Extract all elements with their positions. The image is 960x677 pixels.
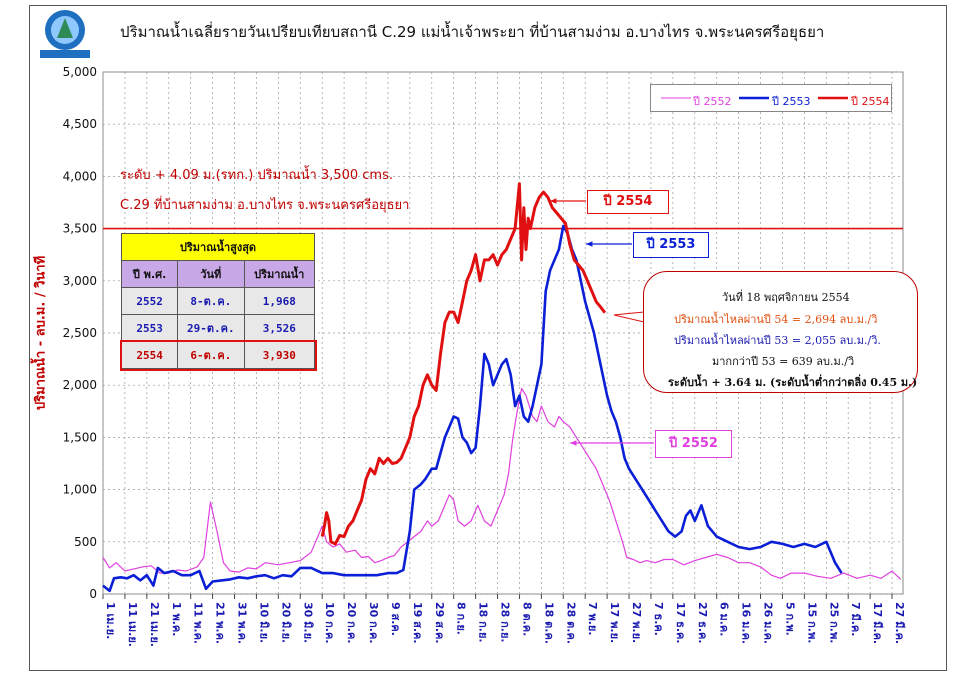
logo-emblem-icon [40, 10, 90, 58]
x-tick-label: 5 ก.พ. [783, 602, 796, 636]
x-tick-label: 10 ก.ค. [323, 602, 336, 644]
x-tick-label: 7 ธ.ค. [652, 602, 665, 636]
x-tick-label: 7 มี.ค. [849, 602, 862, 636]
max-table-header-date: วันที่ [177, 260, 245, 288]
x-tick-label: 25 ก.พ. [827, 602, 840, 643]
x-tick-label: 20 ก.ค. [345, 602, 358, 644]
y-tick-label: 2,000 [63, 378, 97, 392]
x-tick-label: 10 มิ.ย. [257, 602, 270, 643]
x-tick-label: 30 มิ.ย. [301, 602, 314, 643]
callout-2554-arrow-head [550, 198, 557, 204]
y-axis-label: ปริมาณน้ำ - ลบ.ม. / วินาที [33, 255, 49, 411]
x-tick-label: 27 มี.ค. [893, 602, 906, 644]
max-table-header-year: ปี พ.ศ. [120, 260, 179, 288]
x-tick-label: 27 พ.ย. [630, 602, 643, 643]
x-tick-label: 1 พ.ค. [170, 602, 183, 636]
y-tick-label: 4,000 [63, 169, 97, 183]
x-tick-label: 11 เม.ย. [126, 602, 139, 647]
legend-lines [661, 96, 848, 100]
series-2553-line [102, 224, 843, 593]
legend-2554: ปี 2554 [851, 95, 890, 108]
info-diff: มากกว่าปี 53 = 639 ลบ.ม./วิ [712, 355, 855, 368]
x-tick-label: 21 พ.ค. [214, 602, 227, 644]
info-box: วันที่ 18 พฤศจิกายน 2554 ปริมาณน้ำไหลผ่า… [643, 271, 918, 393]
max-table-header-flow: ปริมาณน้ำ [243, 260, 316, 288]
callout-2552-arrow-head [570, 440, 577, 446]
level-note: ระดับ + 4.09 ม.(รทก.) ปริมาณน้ำ 3,500 cm… [120, 168, 393, 183]
x-tick-label: 16 ม.ค. [740, 602, 753, 644]
legend: ปี 2552 ปี 2553 ปี 2554 [650, 84, 892, 112]
callout-2553-arrow-head [586, 241, 593, 247]
x-tick-label: 17 พ.ย. [608, 602, 621, 643]
max-flow-table: ปริมาณน้ำสูงสุด ปี พ.ศ. วันที่ ปริมาณน้ำ… [119, 233, 317, 371]
info-date: วันที่ 18 พฤศจิกายน 2554 [722, 291, 850, 304]
x-tick-label: 9 ส.ค. [389, 602, 402, 636]
table-row: 2553 29-ต.ค. 3,526 [120, 314, 316, 342]
x-tick-label: 11 พ.ค. [192, 602, 205, 644]
station-note: C.29 ที่บ้านสามง่าม อ.บางไทร จ.พระนครศรี… [120, 198, 410, 213]
callout-2553: ปี 2553 [633, 232, 709, 258]
x-tick-label: 18 ต.ค. [542, 602, 555, 644]
x-tick-label: 7 พ.ย. [586, 602, 599, 636]
x-tick-label: 21 เม.ย. [148, 602, 161, 647]
series-2554-line [320, 182, 607, 546]
x-tick-label: 30 ก.ค. [367, 602, 380, 644]
y-tick-label: 3,500 [63, 222, 97, 236]
y-tick-label: 0 [89, 587, 97, 601]
legend-2552: ปี 2552 [693, 95, 732, 108]
info-flow-53: ปริมาณน้ำไหลผ่านปี 53 = 2,055 ลบ.ม./วิ. [674, 334, 881, 347]
y-tick-label: 2,500 [63, 326, 97, 340]
info-flow-54: ปริมาณน้ำไหลผ่านปี 54 = 2,694 ลบ.ม./วิ [674, 313, 878, 326]
chart-title: ปริมาณน้ำเฉลี่ยรายวันเปรียบเทียบสถานี C.… [120, 23, 825, 41]
y-tick-label: 4,500 [63, 117, 97, 131]
row-2553-flow: 3,526 [243, 314, 316, 342]
table-row: 2554 6-ต.ค. 3,930 [119, 339, 317, 371]
x-tick-label: 18 ก.ย. [477, 602, 490, 643]
y-tick-label: 3,000 [63, 274, 97, 288]
x-tick-label: 29 ส.ค. [433, 602, 446, 644]
x-tick-label: 8 ต.ค. [520, 602, 533, 636]
callout-2552: ปี 2552 [655, 430, 732, 458]
row-2554-year: 2554 [120, 341, 179, 369]
y-tick-label: 500 [74, 535, 97, 549]
x-tick-label: 28 ต.ค. [564, 602, 577, 644]
x-tick-label: 15 ก.พ. [805, 602, 818, 643]
row-2554-date: 6-ต.ค. [177, 341, 245, 369]
x-tick-label: 28 ก.ย. [499, 602, 512, 643]
max-table-title: ปริมาณน้ำสูงสุด [121, 233, 315, 261]
row-2553-date: 29-ต.ค. [177, 314, 245, 342]
x-tick-label: 17 มี.ค. [871, 602, 884, 644]
series-2552-line [102, 387, 902, 580]
y-tick-label: 1,500 [63, 430, 97, 444]
x-tick-label: 8 ก.ย. [455, 602, 468, 635]
row-2553-year: 2553 [120, 314, 179, 342]
row-2552-year: 2552 [120, 287, 179, 315]
x-tick-label: 31 พ.ค. [236, 602, 249, 644]
row-2552-date: 8-ต.ค. [177, 287, 245, 315]
x-tick-label: 1 เม.ย. [104, 602, 117, 639]
info-level: ระดับน้ำ + 3.64 ม. (ระดับน้ำต่ำกว่าตลิ่ง… [668, 376, 918, 389]
row-2552-flow: 1,968 [243, 287, 316, 315]
x-tick-label: 17 ธ.ค. [674, 602, 687, 644]
y-tick-label: 1,000 [63, 483, 97, 497]
x-tick-label: 20 มิ.ย. [279, 602, 292, 643]
department-logo [36, 8, 94, 60]
row-2554-flow: 3,930 [243, 341, 316, 369]
y-tick-label: 5,000 [63, 65, 97, 79]
x-tick-label: 6 ม.ค. [718, 602, 731, 636]
chart-frame [29, 5, 947, 671]
x-tick-label: 27 ธ.ค. [696, 602, 709, 644]
x-tick-label: 19 ส.ค. [411, 602, 424, 644]
table-row: 2552 8-ต.ค. 1,968 [120, 287, 316, 315]
x-tick-label: 26 ม.ค. [762, 602, 775, 644]
legend-2553: ปี 2553 [772, 95, 811, 108]
callout-2554: ปี 2554 [587, 190, 669, 214]
